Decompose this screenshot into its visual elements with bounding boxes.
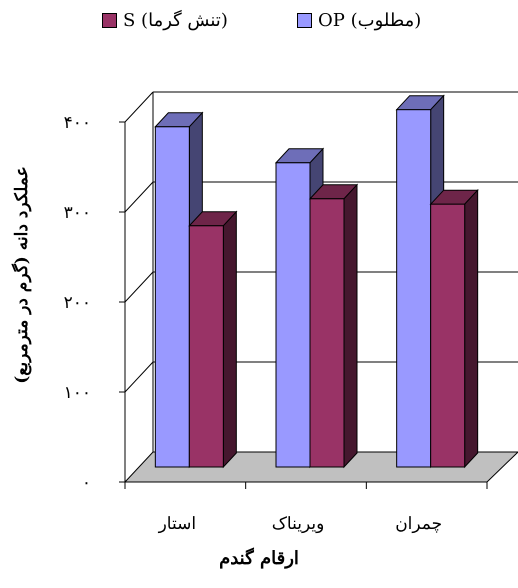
x-tick-label: چمران — [395, 514, 442, 534]
bar — [188, 225, 224, 468]
bar — [275, 162, 311, 468]
legend-item-s: S (تنش گرما) — [102, 10, 228, 31]
bar-side — [343, 183, 358, 469]
y-tick-label: ۲۰۰ — [64, 293, 91, 313]
x-tick-label: استار — [158, 514, 197, 534]
bar — [430, 203, 466, 468]
y-tick-label: ۳۰۰ — [64, 203, 91, 223]
bar — [309, 198, 345, 468]
chart-legend: S (تنش گرما) OP (مطلوب) — [0, 10, 518, 44]
gridline-side — [124, 181, 154, 213]
bar — [154, 126, 190, 468]
x-tick-label: ویریناک — [272, 514, 325, 534]
legend-label-op: OP (مطلوب) — [318, 10, 422, 31]
y-tick-label: ۱۰۰ — [64, 383, 91, 403]
bar-side — [464, 188, 479, 469]
gridline-side — [124, 271, 154, 303]
gridline-side — [124, 91, 154, 123]
bar-side — [222, 210, 237, 469]
y-axis-label: عملکرد دانه (گرم در مترمربع) — [12, 166, 32, 384]
y-tick-label: ۰ — [82, 473, 91, 493]
x-axis-label: ارقام گندم — [219, 548, 299, 569]
y-tick-label: ۴۰۰ — [64, 113, 91, 133]
legend-item-op: OP (مطلوب) — [297, 10, 421, 31]
legend-swatch-op — [297, 13, 312, 28]
legend-swatch-s — [102, 13, 117, 28]
gridline-side — [124, 361, 154, 393]
bar — [396, 109, 432, 468]
legend-label-s: S (تنش گرما) — [123, 10, 228, 31]
